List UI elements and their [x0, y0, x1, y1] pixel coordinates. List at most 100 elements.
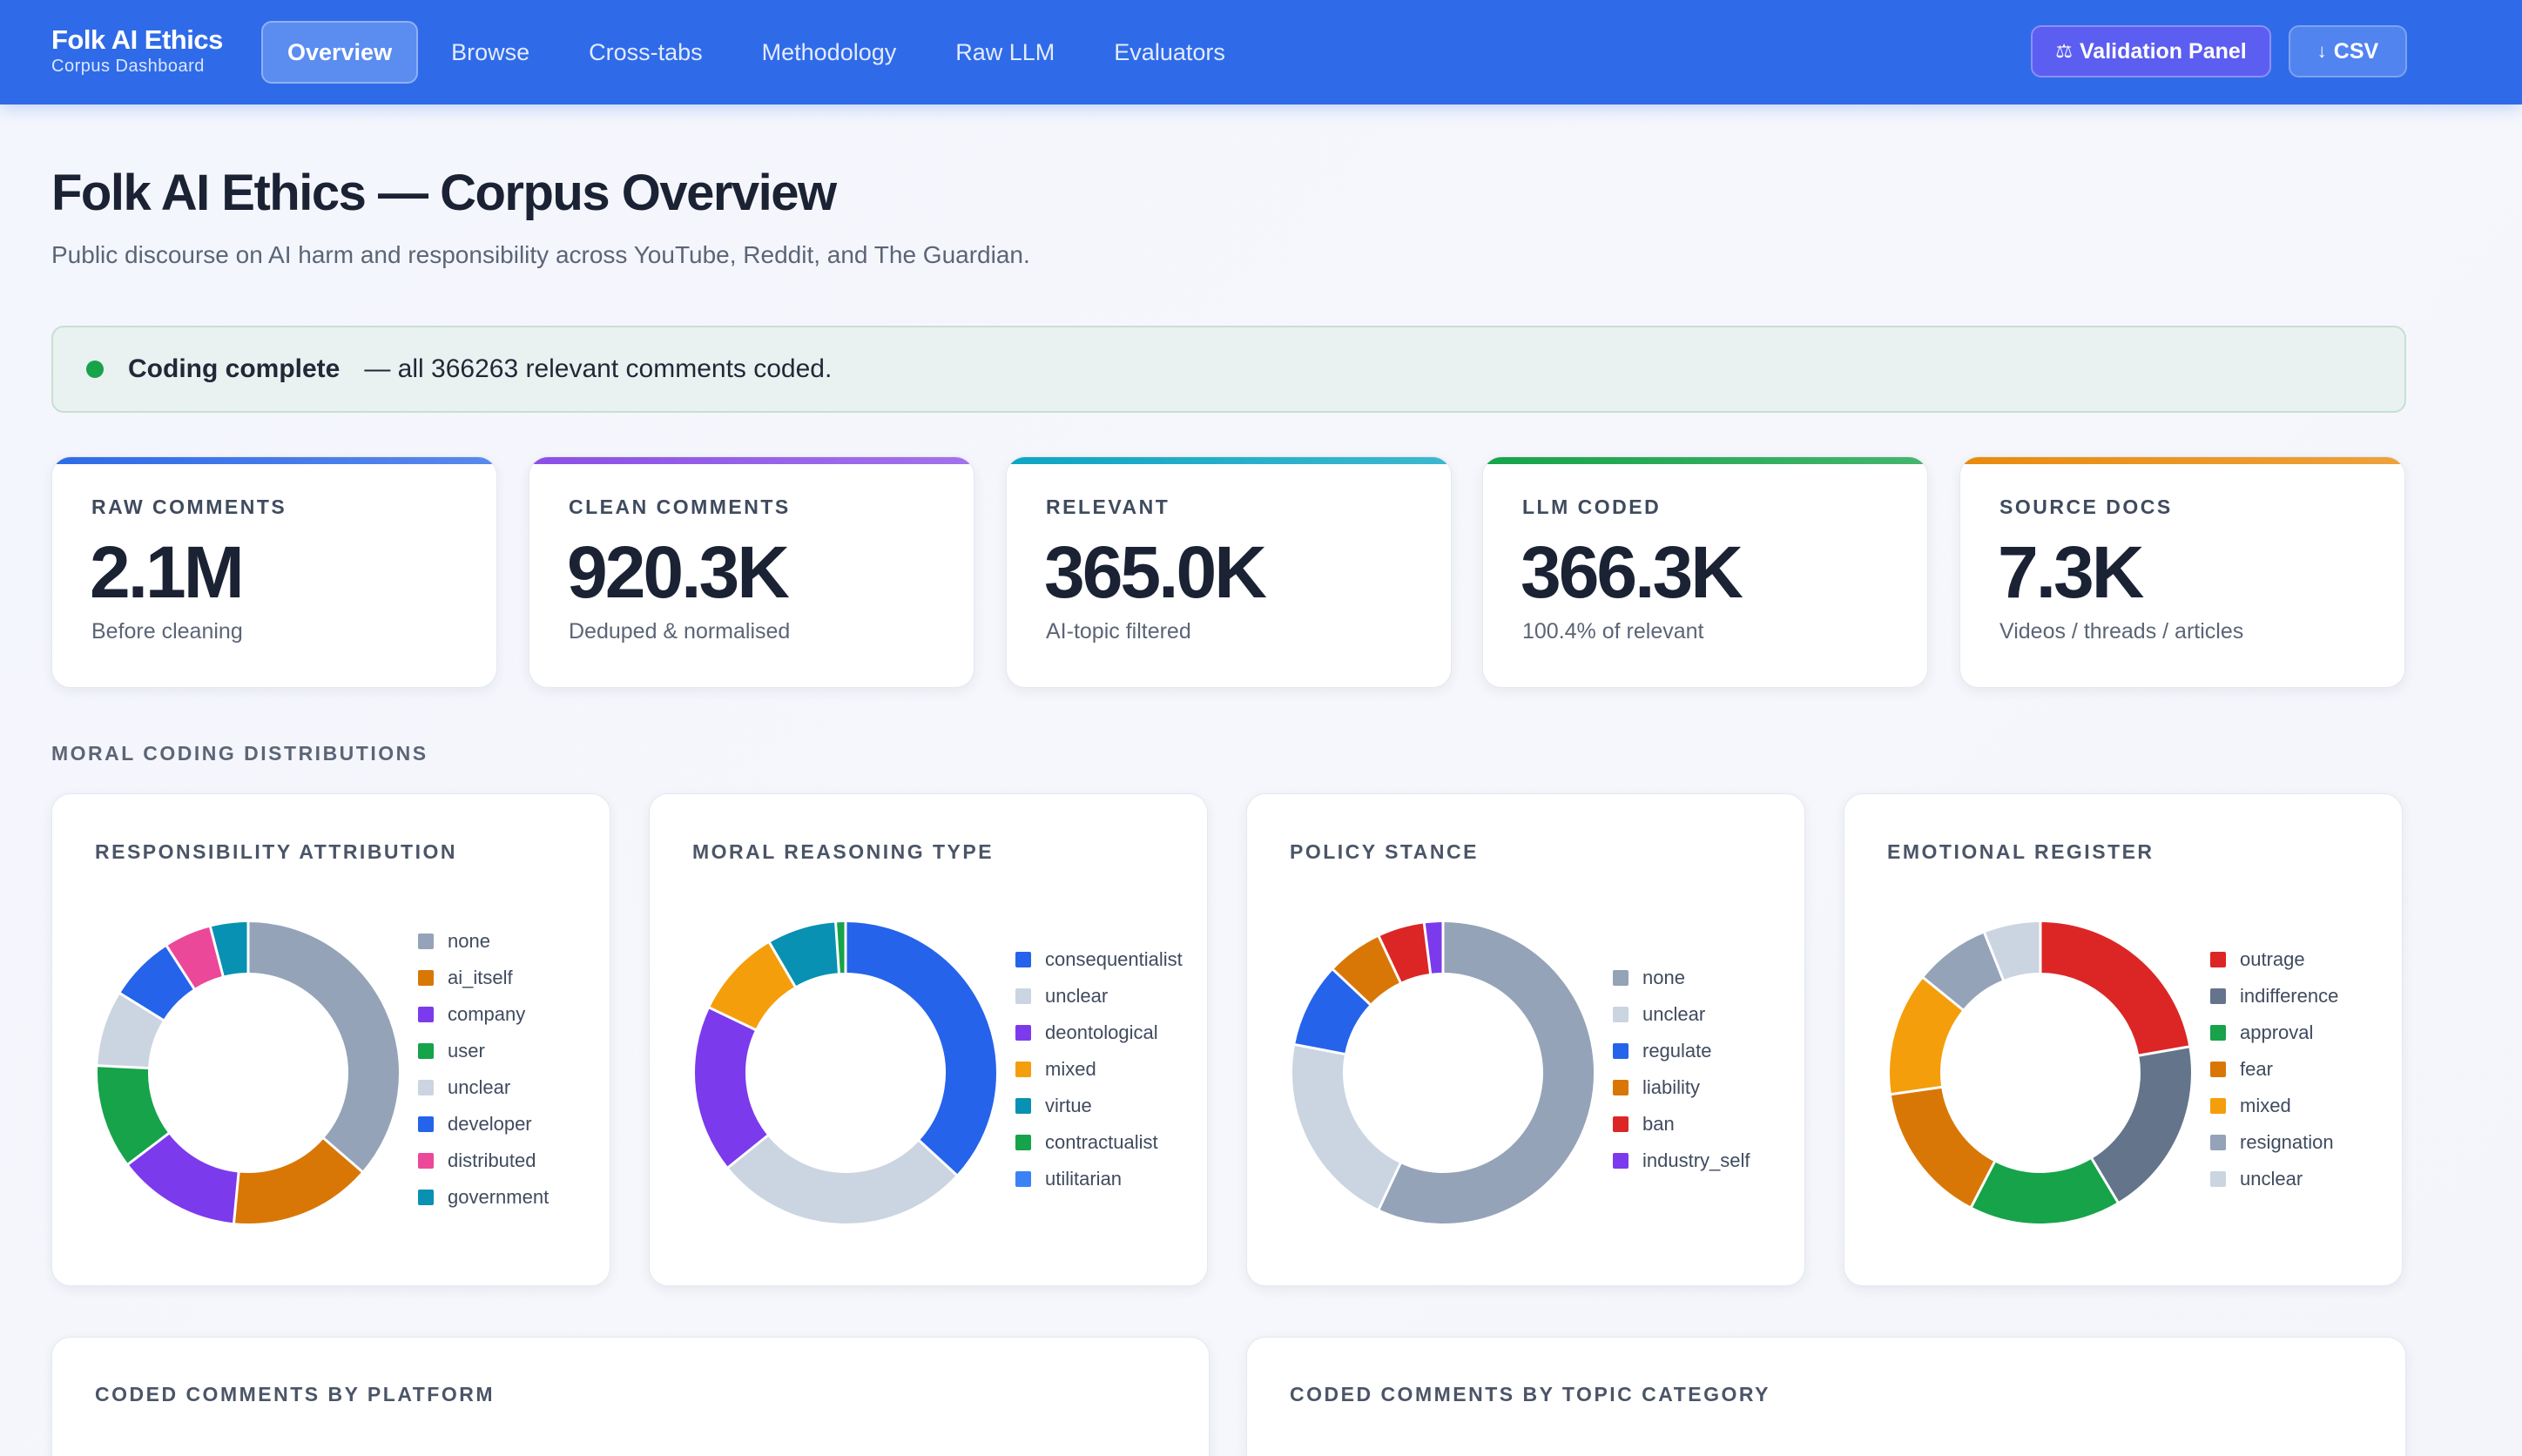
tab-methodology[interactable]: Methodology — [761, 38, 897, 65]
legend-item-liability[interactable]: liability — [1613, 1069, 1750, 1106]
donut-slice-company[interactable] — [128, 1132, 239, 1223]
brand-title: Folk AI Ethics — [51, 24, 223, 55]
legend-swatch — [1613, 1116, 1629, 1132]
page-title: Folk AI Ethics — Corpus Overview — [51, 165, 837, 221]
tab-evaluators[interactable]: Evaluators — [1114, 38, 1225, 65]
legend-item-contractualist[interactable]: contractualist — [1015, 1124, 1183, 1161]
legend-item-mixed[interactable]: mixed — [2210, 1088, 2338, 1124]
slice-separator — [917, 1138, 959, 1177]
legend-label: consequentialist — [1045, 948, 1183, 970]
donut-slice-developer[interactable] — [120, 946, 195, 1021]
legend-item-industry-self[interactable]: industry_self — [1613, 1143, 1750, 1179]
donut-slice-distributed[interactable] — [166, 927, 224, 989]
donut-chart[interactable] — [650, 794, 1209, 1287]
donut-slice-regulate[interactable] — [1295, 969, 1371, 1055]
donut-slice-ban[interactable] — [1379, 923, 1432, 983]
legend-item-unclear[interactable]: unclear — [1613, 996, 1750, 1033]
legend-swatch — [418, 970, 434, 986]
donut-slice-resignation[interactable] — [1923, 933, 2005, 1011]
legend-item-outrage[interactable]: outrage — [2210, 941, 2338, 978]
legend-item-resignation[interactable]: resignation — [2210, 1124, 2338, 1161]
legend-label: industry_self — [1642, 1149, 1750, 1171]
donut-slice-outrage[interactable] — [2040, 922, 2189, 1056]
donut-slice-liability[interactable] — [1332, 936, 1401, 1005]
legend-label: unclear — [2240, 1168, 2303, 1190]
legend-item-utilitarian[interactable]: utilitarian — [1015, 1161, 1183, 1197]
donut-slice-approval[interactable] — [1971, 1158, 2118, 1223]
legend-label: unclear — [1045, 985, 1109, 1007]
legend-label: deontological — [1045, 1021, 1158, 1043]
kpi-accent-bar — [1007, 457, 1451, 464]
legend-item-virtue[interactable]: virtue — [1015, 1088, 1183, 1124]
legend-swatch — [418, 1043, 434, 1059]
tab-overview[interactable]: Overview — [261, 21, 419, 84]
legend-item-government[interactable]: government — [418, 1179, 549, 1216]
donut-slice-unclear[interactable] — [1292, 1044, 1401, 1210]
donut-slice-indifference[interactable] — [2091, 1046, 2191, 1203]
donut-slice-none[interactable] — [1379, 922, 1594, 1223]
legend-item-developer[interactable]: developer — [418, 1106, 549, 1143]
donut-slice-unclear[interactable] — [728, 1135, 957, 1223]
slice-separator — [2089, 1156, 2121, 1204]
slice-separator — [833, 920, 841, 975]
chart-legend: none ai_itself company user unclear developer… — [418, 923, 549, 1216]
legend-item-unclear[interactable]: unclear — [1015, 978, 1183, 1014]
donut-chart[interactable] — [1247, 794, 1806, 1287]
donut-slice-ai-itself[interactable] — [233, 1137, 362, 1223]
brand[interactable]: Folk AI Ethics Corpus Dashboard — [51, 24, 223, 77]
legend-item-deontological[interactable]: deontological — [1015, 1014, 1183, 1051]
slice-separator — [321, 1136, 365, 1174]
donut-chart[interactable] — [1844, 794, 2404, 1287]
donut-slice-unclear[interactable] — [1984, 922, 2041, 981]
legend-item-consequentialist[interactable]: consequentialist — [1015, 941, 1183, 978]
legend-item-none[interactable]: none — [1613, 960, 1750, 996]
donut-slice-mixed[interactable] — [1890, 977, 1964, 1095]
legend-swatch — [1015, 952, 1031, 967]
donut-slice-government[interactable] — [210, 922, 249, 976]
section-title: MORAL CODING DISTRIBUTIONS — [51, 742, 428, 765]
donut-slice-user[interactable] — [98, 1065, 169, 1164]
donut-slice-virtue[interactable] — [769, 922, 840, 988]
legend-item-mixed[interactable]: mixed — [1015, 1051, 1183, 1088]
chart-title: POLICY STANCE — [1290, 840, 1479, 863]
chart-card-responsibility: RESPONSIBILITY ATTRIBUTION none ai_itself… — [51, 793, 610, 1286]
csv-label: CSV — [2333, 38, 2379, 64]
slice-separator — [96, 1064, 151, 1070]
donut-slice-industry-self[interactable] — [1424, 922, 1444, 974]
legend-item-user[interactable]: user — [418, 1033, 549, 1069]
chart-title: CODED COMMENTS BY PLATFORM — [95, 1383, 495, 1405]
legend-label: utilitarian — [1045, 1168, 1123, 1190]
status-text: — all 366263 relevant comments coded. — [364, 354, 833, 383]
chart-card-policy-stance: POLICY STANCE none unclear regulate liabili… — [1246, 793, 1805, 1286]
legend-item-none[interactable]: none — [418, 923, 549, 960]
legend-item-distributed[interactable]: distributed — [418, 1143, 549, 1179]
legend-swatch — [1613, 1153, 1629, 1169]
topic-chart-card: CODED COMMENTS BY TOPIC CATEGORY — [1246, 1337, 2406, 1456]
legend-item-approval[interactable]: approval — [2210, 1014, 2338, 1051]
donut-chart[interactable] — [52, 794, 611, 1287]
legend-swatch — [2210, 1135, 2226, 1150]
legend-label: user — [448, 1040, 485, 1062]
validation-panel-button[interactable]: ⚖ Validation Panel — [2031, 25, 2271, 78]
donut-slice-deontological[interactable] — [695, 1008, 768, 1168]
tab-browse[interactable]: Browse — [451, 38, 530, 65]
legend-swatch — [418, 1190, 434, 1205]
donut-slice-fear[interactable] — [1891, 1086, 1996, 1207]
legend-item-ai-itself[interactable]: ai_itself — [418, 960, 549, 996]
donut-slice-none[interactable] — [247, 922, 399, 1172]
donut-slice-unclear[interactable] — [98, 993, 164, 1069]
legend-item-indifference[interactable]: indifference — [2210, 978, 2338, 1014]
legend-label: approval — [2240, 1021, 2314, 1043]
tab-raw-llm[interactable]: Raw LLM — [955, 38, 1055, 65]
slice-separator — [1377, 934, 1403, 985]
legend-item-fear[interactable]: fear — [2210, 1051, 2338, 1088]
csv-download-button[interactable]: ↓ CSV — [2289, 25, 2407, 78]
donut-slice-consequentialist[interactable] — [845, 922, 996, 1176]
donut-slice-mixed[interactable] — [709, 942, 796, 1031]
legend-item-company[interactable]: company — [418, 996, 549, 1033]
legend-item-unclear[interactable]: unclear — [418, 1069, 549, 1106]
legend-item-unclear[interactable]: unclear — [2210, 1161, 2338, 1197]
legend-item-regulate[interactable]: regulate — [1613, 1033, 1750, 1069]
tab-cross-tabs[interactable]: Cross-tabs — [589, 38, 703, 65]
legend-item-ban[interactable]: ban — [1613, 1106, 1750, 1143]
